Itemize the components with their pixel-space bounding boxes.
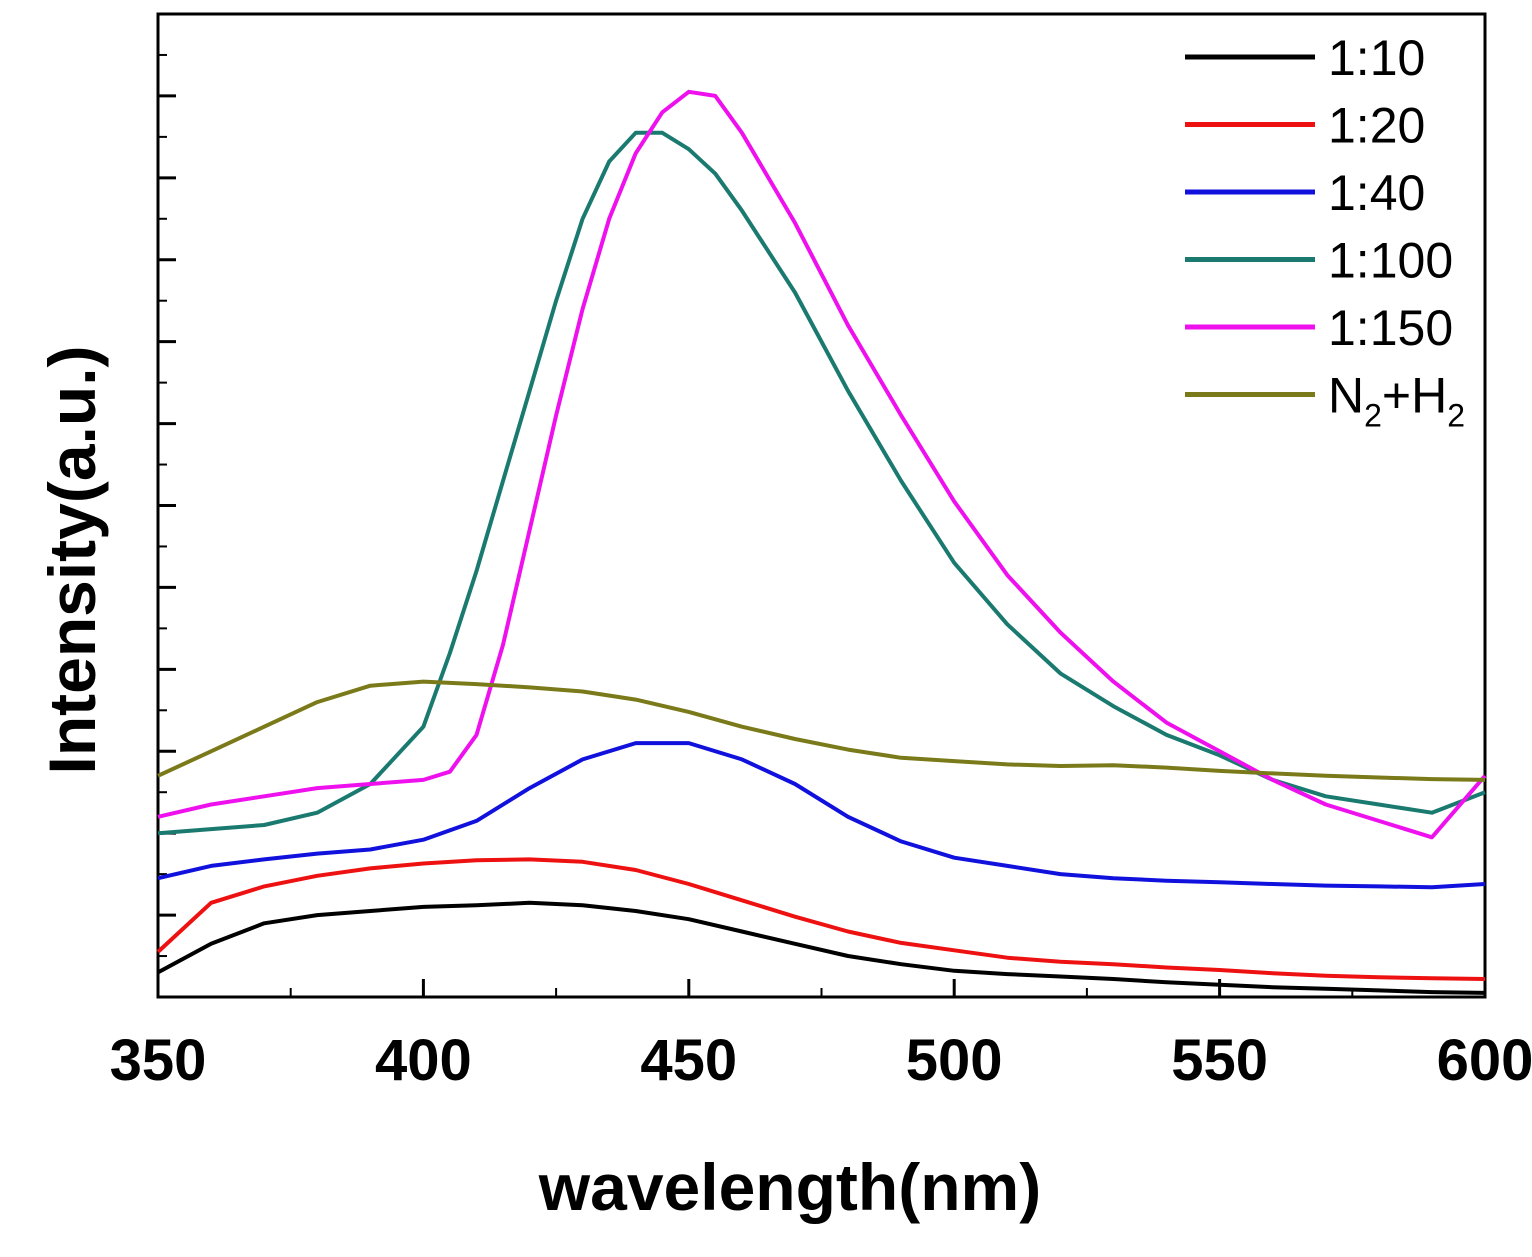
series-line <box>156 857 1486 981</box>
x-tick-label: 550 <box>1171 1028 1268 1093</box>
legend-label: 1:40 <box>1328 165 1425 221</box>
x-tick-label: 500 <box>906 1028 1003 1093</box>
y-axis-ticks <box>158 53 176 958</box>
series-line <box>157 900 1486 995</box>
x-tick-label: 350 <box>110 1028 207 1093</box>
x-axis-title: wavelength(nm) <box>538 1150 1041 1224</box>
series-line <box>157 679 1486 782</box>
legend-label: 1:10 <box>1328 30 1425 86</box>
series-group <box>156 89 1487 995</box>
series-line <box>157 741 1486 890</box>
y-axis-title: Intensity(a.u.) <box>35 345 109 774</box>
x-tick-label: 600 <box>1437 1028 1532 1093</box>
series-line <box>157 130 1486 836</box>
legend-label: 1:100 <box>1328 233 1453 289</box>
legend-label: N2+H2 <box>1328 368 1465 434</box>
legend: 1:10 1:20 1:40 1:100 1:150 N2+H2 <box>1185 30 1465 434</box>
x-tick-label: 450 <box>640 1028 737 1093</box>
x-tick-label: 400 <box>375 1028 472 1093</box>
series-line <box>157 89 1487 840</box>
legend-label: 1:20 <box>1328 98 1425 154</box>
x-axis-ticks: 350 400 450 500 550 600 <box>110 979 1532 1093</box>
legend-label: 1:150 <box>1328 300 1453 356</box>
